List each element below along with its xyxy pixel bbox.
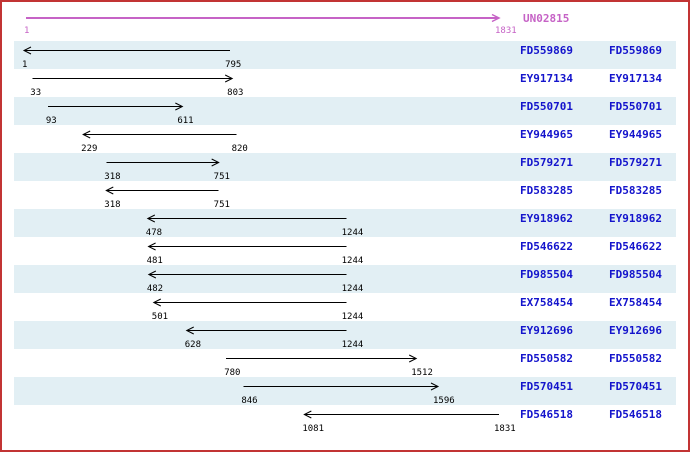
alignment-end-coordinate: 803: [227, 88, 244, 98]
accession-link-secondary[interactable]: FD546518: [609, 408, 662, 421]
reference-arrow-icon: [26, 13, 501, 23]
accession-link-primary[interactable]: EX758454: [520, 296, 573, 309]
accession-link-secondary[interactable]: EY918962: [609, 212, 662, 225]
alignment-start-coordinate: 481: [146, 256, 163, 266]
alignment-end-coordinate: 1244: [341, 312, 364, 322]
strand-arrow-icon: [106, 158, 220, 167]
alignment-start-coordinate: 229: [81, 144, 98, 154]
alignment-row: 628 1244 EY912696 EY912696: [14, 321, 676, 350]
accession-link-primary[interactable]: FD546518: [520, 408, 573, 421]
alignment-row: 482 1244 FD985504 FD985504: [14, 265, 676, 294]
strand-arrow-icon: [47, 102, 184, 111]
alignment-row: 1081 1831 FD546518 FD546518: [14, 405, 676, 434]
alignment-end-coordinate: 1244: [341, 228, 364, 238]
accession-link-secondary[interactable]: FD579271: [609, 156, 662, 169]
accession-link-primary[interactable]: EY944965: [520, 128, 573, 141]
strand-arrow-icon: [243, 382, 440, 391]
alignment-row: 229 820 EY944965 EY944965: [14, 125, 676, 154]
accession-link-primary[interactable]: FD546622: [520, 240, 573, 253]
accession-link-secondary[interactable]: FD985504: [609, 268, 662, 281]
alignment-start-coordinate: 33: [30, 88, 42, 98]
alignment-start-coordinate: 1: [22, 60, 28, 70]
accession-link-primary[interactable]: FD985504: [520, 268, 573, 281]
alignment-end-coordinate: 1244: [341, 340, 364, 350]
strand-arrow-icon: [146, 214, 347, 223]
accession-link-secondary[interactable]: EY912696: [609, 324, 662, 337]
alignment-start-coordinate: 478: [145, 228, 163, 238]
alignment-row: 481 1244 FD546622 FD546622: [14, 237, 676, 266]
strand-arrow-icon: [303, 410, 499, 419]
alignment-start-coordinate: 628: [184, 340, 201, 350]
accession-link-primary[interactable]: FD559869: [520, 44, 573, 57]
accession-link-primary[interactable]: EY917134: [520, 72, 573, 85]
accession-link-primary[interactable]: FD550701: [520, 100, 573, 113]
alignment-start-coordinate: 482: [146, 284, 164, 294]
alignment-start-coordinate: 1081: [302, 424, 324, 434]
alignment-start-coordinate: 318: [104, 200, 121, 210]
strand-arrow-icon: [32, 74, 234, 83]
alignment-row: 780 1512 FD550582 FD550582: [14, 349, 676, 378]
alignment-start-coordinate: 501: [151, 312, 169, 322]
strand-arrow-icon: [147, 270, 347, 279]
accession-link-secondary[interactable]: EY917134: [609, 72, 662, 85]
accession-link-primary[interactable]: FD583285: [520, 184, 573, 197]
alignment-end-coordinate: 795: [225, 60, 242, 70]
alignment-start-coordinate: 846: [241, 396, 258, 406]
alignment-row: 501 1244 EX758454 EX758454: [14, 293, 676, 322]
alignment-row: 33 803 EY917134 EY917134: [14, 69, 676, 98]
strand-arrow-icon: [105, 186, 219, 195]
strand-arrow-icon: [22, 46, 231, 55]
accession-link-secondary[interactable]: FD570451: [609, 380, 662, 393]
accession-link-primary[interactable]: FD579271: [520, 156, 573, 169]
accession-link-secondary[interactable]: FD583285: [609, 184, 662, 197]
alignment-end-coordinate: 1831: [494, 424, 516, 434]
strand-arrow-icon: [185, 326, 347, 335]
alignment-row: 318 751 FD579271 FD579271: [14, 153, 676, 182]
reference-start-coordinate: 1: [24, 26, 30, 36]
alignment-end-coordinate: 1512: [411, 368, 433, 378]
alignment-end-coordinate: 1596: [433, 396, 455, 406]
alignment-end-coordinate: 1244: [341, 284, 364, 294]
alignment-end-coordinate: 751: [213, 200, 230, 210]
alignment-end-coordinate: 820: [231, 144, 248, 154]
alignment-row: 846 1596 FD570451 FD570451: [14, 377, 676, 406]
alignment-row: 478 1244 EY918962 EY918962: [14, 209, 676, 238]
accession-link-primary[interactable]: FD570451: [520, 380, 573, 393]
alignment-end-coordinate: 751: [213, 172, 230, 182]
accession-link-secondary[interactable]: FD550582: [609, 352, 662, 365]
strand-arrow-icon: [147, 242, 347, 251]
alignment-start-coordinate: 780: [224, 368, 241, 378]
accession-link-secondary[interactable]: EX758454: [609, 296, 662, 309]
reference-accession-label: UN02815: [523, 12, 570, 25]
accession-link-secondary[interactable]: FD550701: [609, 100, 662, 113]
alignment-row: 1 795 FD559869 FD559869: [14, 41, 676, 70]
accession-link-secondary[interactable]: EY944965: [609, 128, 662, 141]
alignment-end-coordinate: 1244: [341, 256, 364, 266]
strand-arrow-icon: [152, 298, 347, 307]
alignment-start-coordinate: 318: [104, 172, 121, 182]
strand-arrow-icon: [82, 130, 237, 139]
accession-link-primary[interactable]: EY912696: [520, 324, 573, 337]
alignment-end-coordinate: 611: [177, 116, 194, 126]
reference-end-coordinate: 1831: [495, 26, 517, 36]
alignment-row: 318 751 FD583285 FD583285: [14, 181, 676, 210]
alignment-start-coordinate: 93: [45, 116, 57, 126]
alignment-row: 93 611 FD550701 FD550701: [14, 97, 676, 126]
strand-arrow-icon: [226, 354, 418, 363]
accession-link-secondary[interactable]: FD546622: [609, 240, 662, 253]
accession-link-primary[interactable]: FD550582: [520, 352, 573, 365]
accession-link-primary[interactable]: EY918962: [520, 212, 573, 225]
accession-link-secondary[interactable]: FD559869: [609, 44, 662, 57]
